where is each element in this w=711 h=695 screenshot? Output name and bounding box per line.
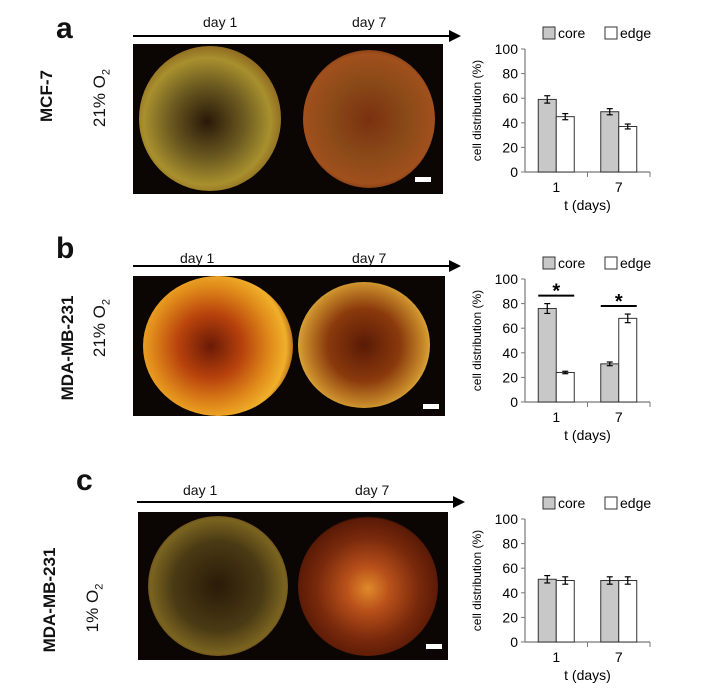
legend-label-core: core [558,25,585,41]
cell-line-label: MCF-7 [37,70,56,122]
bar-edge-1 [555,116,575,173]
panel-letter: a [56,12,73,45]
x-tick-label: 1 [552,409,560,425]
bar-core-7 [600,111,620,173]
x-axis-label: t (days) [564,197,611,213]
oxygen-label: 1% O2 [83,583,106,633]
y-tick-label: 80 [502,66,518,82]
bar-core-1 [537,308,557,403]
bar-chart: cell distribution (%) 0 20 40 60 80 100 1 * 7 * t (… [470,255,651,443]
spheroid-day1 [139,46,281,191]
bar-edge-7 [618,580,638,643]
micrograph [138,512,448,660]
y-axis-label: cell distribution (%) [470,290,484,391]
micrograph [133,44,443,194]
time-arrow [137,496,465,508]
bar-core-1 [537,98,557,173]
y-axis-label: cell distribution (%) [470,530,484,631]
bar-edge-1 [555,580,575,643]
day1-label: day 1 [183,482,218,498]
legend-swatch-edge [604,496,618,510]
legend-swatch-core [542,26,556,40]
y-tick-label: 60 [502,320,518,336]
y-tick-label: 60 [502,560,518,576]
significance-star: * [615,291,623,313]
panel-letter: c [76,464,93,497]
bar-edge-1 [555,371,575,403]
day7-label: day 7 [352,250,387,266]
x-axis-label: t (days) [564,427,611,443]
panel-a: a MCF-7 21% O2 day 1 day 7 cell distribu… [0,0,711,230]
day7-label: day 7 [355,482,390,498]
x-tick-label: 7 [615,649,623,665]
legend-label-edge: edge [620,255,651,271]
legend-swatch-core [542,256,556,270]
y-tick-label: 20 [502,609,518,625]
day1-label: day 1 [203,14,238,30]
scale-bar [426,644,442,649]
x-tick-label: 7 [615,409,623,425]
y-tick-label: 100 [495,41,519,57]
spheroid-day7 [303,50,435,188]
spheroid-day7 [298,516,438,656]
panel-letter: b [56,232,75,265]
oxygen-label: 21% O2 [90,68,113,128]
x-tick-label: 1 [552,179,560,195]
y-axis-label: cell distribution (%) [470,60,484,161]
day1-label: day 1 [180,250,215,266]
y-tick-label: 40 [502,115,518,131]
legend-label-edge: edge [620,495,651,511]
x-axis-label: t (days) [564,667,611,683]
day7-label: day 7 [352,14,387,30]
y-tick-label: 80 [502,536,518,552]
cell-line-label: MDA-MB-231 [40,547,59,653]
legend-swatch-core [542,496,556,510]
legend-label-core: core [558,495,585,511]
time-arrow [133,260,461,272]
y-tick-label: 40 [502,345,518,361]
y-tick-label: 100 [495,271,519,287]
bar-core-7 [600,363,620,403]
bar-core-1 [537,578,557,643]
spheroid-day1 [143,276,293,416]
bar-chart: cell distribution (%) 0 20 40 60 80 100 1 7t (da… [470,495,651,683]
legend-label-edge: edge [620,25,651,41]
time-arrow [133,30,461,42]
legend-swatch-edge [604,256,618,270]
y-tick-label: 20 [502,139,518,155]
x-tick-label: 7 [615,179,623,195]
micrograph [133,276,445,416]
y-tick-label: 100 [495,511,519,527]
bar-edge-7 [618,125,638,173]
y-tick-label: 0 [510,394,518,410]
scale-bar [423,404,439,409]
legend-label-core: core [558,255,585,271]
significance-star: * [552,281,560,303]
y-tick-label: 0 [510,164,518,180]
panel-b: b MDA-MB-231 21% O2 day 1 day 7 cell dis… [0,230,711,460]
bar-edge-7 [618,317,638,403]
bar-core-7 [600,580,620,643]
y-tick-label: 60 [502,90,518,106]
cell-line-label: MDA-MB-231 [58,295,77,401]
legend-swatch-edge [604,26,618,40]
y-tick-label: 40 [502,585,518,601]
spheroid-day1 [148,516,288,656]
x-tick-label: 1 [552,649,560,665]
y-tick-label: 80 [502,296,518,312]
panel-c: c MDA-MB-231 1% O2 day 1 day 7 cell dist… [0,460,711,690]
oxygen-label: 21% O2 [90,298,113,358]
bar-chart: cell distribution (%) 0 20 40 60 80 100 1 7t (da… [470,25,651,213]
scale-bar [415,177,431,182]
spheroid-day7 [298,282,430,408]
y-tick-label: 20 [502,369,518,385]
y-tick-label: 0 [510,634,518,650]
